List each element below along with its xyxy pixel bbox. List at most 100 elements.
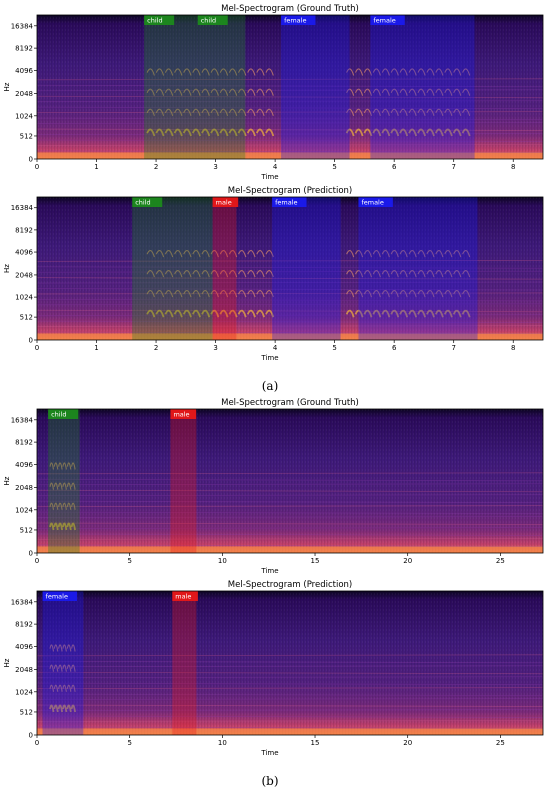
spectrogram-texture — [37, 591, 543, 735]
formant-streak — [146, 290, 155, 298]
formant-streak — [372, 250, 381, 258]
low-frequency-energy — [37, 546, 543, 553]
formant-streak — [452, 309, 462, 318]
formant-streak — [462, 68, 471, 76]
formant-streak — [381, 250, 390, 258]
formant-streak — [417, 309, 426, 318]
formant-streak — [228, 290, 238, 298]
x-tick-label: 6 — [392, 163, 397, 171]
harmonic-band — [36, 489, 544, 493]
formant-streak — [435, 290, 444, 298]
x-tick-label: 20 — [403, 739, 412, 747]
formant-streak — [435, 68, 444, 76]
harmonic-band — [36, 687, 544, 690]
formant-streak — [155, 250, 165, 258]
formant-streak — [182, 128, 192, 137]
formant-streak — [201, 270, 210, 278]
formant-streak — [174, 290, 183, 298]
harmonic-band — [36, 726, 544, 729]
formant-streak — [219, 270, 229, 278]
formant-streak — [66, 482, 72, 490]
formant-streak — [71, 462, 76, 470]
formant-streak — [66, 462, 72, 470]
x-tick-label: 10 — [218, 739, 227, 747]
x-axis-label: Time — [260, 354, 278, 362]
harmonic-band — [36, 654, 544, 657]
formant-streak — [49, 684, 55, 692]
harmonic-band — [36, 117, 544, 121]
formant-streak — [146, 68, 155, 76]
axes-frame — [36, 14, 544, 160]
segment-label: male — [175, 593, 191, 601]
segment-child — [144, 15, 198, 159]
y-tick-label: 1024 — [15, 688, 33, 696]
segment-label: female — [275, 199, 297, 207]
formant-streak — [237, 128, 247, 137]
x-tick-label: 0 — [35, 344, 39, 352]
formant-streak — [237, 290, 247, 298]
harmonic-band — [36, 720, 544, 722]
segment-label: child — [135, 199, 150, 207]
axes-frame — [36, 590, 544, 736]
formant-streak — [265, 108, 274, 116]
y-tick-label: 512 — [20, 526, 33, 534]
segment-male — [172, 591, 197, 735]
harmonic-band — [36, 665, 544, 668]
formant-streak — [66, 644, 72, 652]
x-tick-label: 3 — [213, 344, 217, 352]
x-tick-label: 7 — [451, 163, 455, 171]
formant-streak — [155, 108, 165, 116]
formant-streak — [192, 290, 201, 298]
formant-streak — [408, 250, 417, 258]
y-tick-label: 16384 — [11, 22, 34, 30]
x-tick-label: 25 — [496, 739, 505, 747]
formant-streak — [346, 88, 355, 96]
formant-streak — [417, 68, 426, 76]
formant-streak — [228, 250, 238, 258]
formant-streak — [346, 68, 355, 76]
formant-streaks — [49, 644, 76, 713]
formant-streak — [219, 250, 229, 258]
y-tick-label: 16384 — [11, 204, 34, 212]
harmonic-bands — [36, 78, 544, 153]
formant-streak — [237, 309, 247, 318]
formant-streak — [155, 309, 165, 318]
formant-streak — [164, 309, 174, 318]
formant-streak — [426, 290, 435, 298]
formant-streak — [164, 270, 174, 278]
formant-streak — [435, 270, 444, 278]
x-tick-label: 5 — [332, 163, 336, 171]
formant-streak — [399, 108, 408, 116]
y-tick-label: 4096 — [15, 643, 33, 651]
formant-streak — [247, 290, 256, 298]
spectrogram-panel-1: Mel-Spectrogram (Ground Truth) child child… — [3, 4, 544, 181]
segment-label-box — [132, 197, 163, 207]
harmonic-band — [36, 100, 544, 103]
harmonic-band — [36, 325, 544, 327]
harmonic-band — [36, 500, 544, 504]
formant-streak — [62, 482, 67, 490]
formant-streak — [71, 664, 76, 672]
formant-streak — [192, 108, 201, 116]
x-tick-label: 2 — [154, 344, 158, 352]
formant-streak — [381, 88, 390, 96]
harmonic-band — [36, 478, 544, 482]
formant-streak — [66, 684, 72, 692]
formant-streak — [201, 88, 210, 96]
low-frequency-energy — [37, 152, 543, 159]
formant-streak — [246, 309, 256, 318]
formant-streak — [408, 309, 418, 318]
spectrogram-texture — [37, 409, 543, 553]
formant-streak — [417, 88, 426, 96]
formant-streak — [408, 290, 417, 298]
formant-streak — [237, 108, 247, 116]
formant-streak — [363, 88, 373, 96]
formant-streak — [49, 664, 55, 672]
formant-streak — [354, 128, 364, 137]
formant-streak — [53, 462, 59, 470]
formant-streak — [345, 128, 355, 137]
harmonic-band — [36, 144, 544, 146]
formant-streak — [408, 108, 417, 116]
segment-child — [132, 197, 213, 340]
harmonic-band — [36, 281, 544, 284]
